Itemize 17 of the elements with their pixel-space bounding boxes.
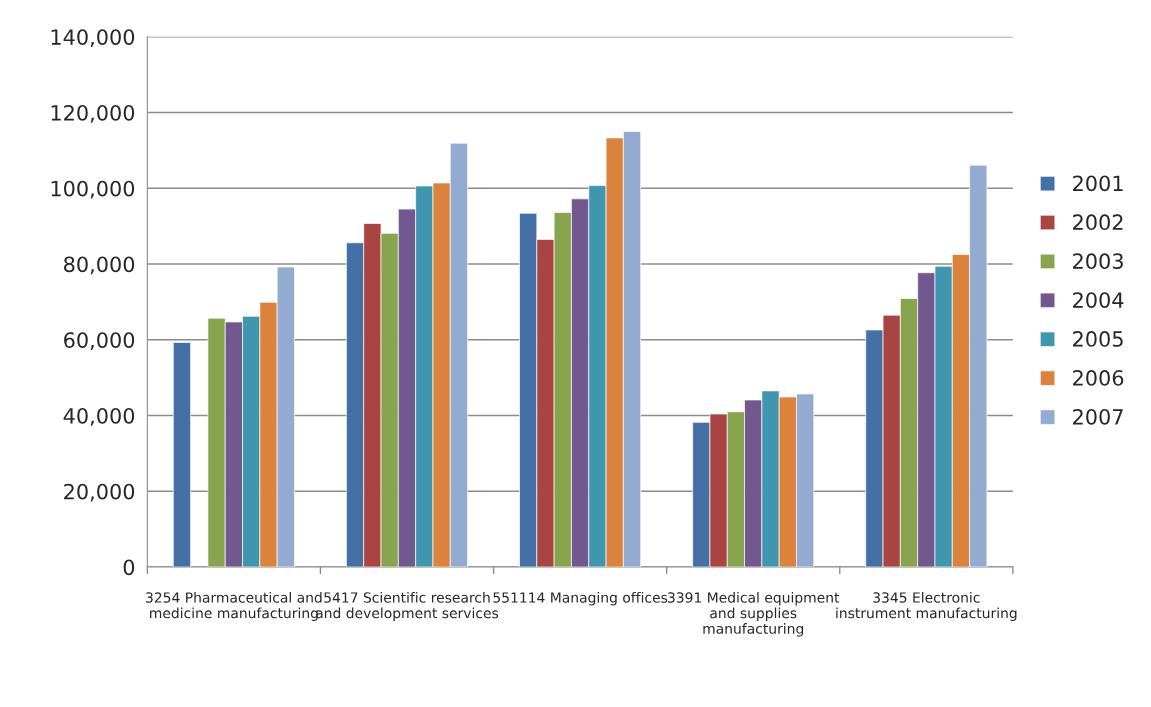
y-tick-label: 100,000 xyxy=(51,180,135,199)
legend-label: 2001 xyxy=(1073,175,1123,192)
legend-label: 2002 xyxy=(1073,214,1123,231)
legend-label: 2005 xyxy=(1073,331,1123,347)
y-tick-label: 60,000 xyxy=(64,332,135,351)
y-tick-label: 0 xyxy=(123,559,135,576)
legend-label: 2006 xyxy=(1073,370,1124,386)
y-tick-label: 120,000 xyxy=(51,104,135,123)
legend-label: 2004 xyxy=(1073,292,1124,308)
y-tick-label: 140,000 xyxy=(51,29,135,48)
legend-label: 2003 xyxy=(1073,253,1123,270)
bar xyxy=(172,342,191,568)
y-tick-label: 80,000 xyxy=(64,256,135,275)
y-tick-label: 40,000 xyxy=(63,407,135,426)
y-tick-label: 20,000 xyxy=(64,483,135,502)
x-tick-label: 551114 Managing offices xyxy=(493,592,668,606)
legend-label: 2007 xyxy=(1073,408,1123,425)
